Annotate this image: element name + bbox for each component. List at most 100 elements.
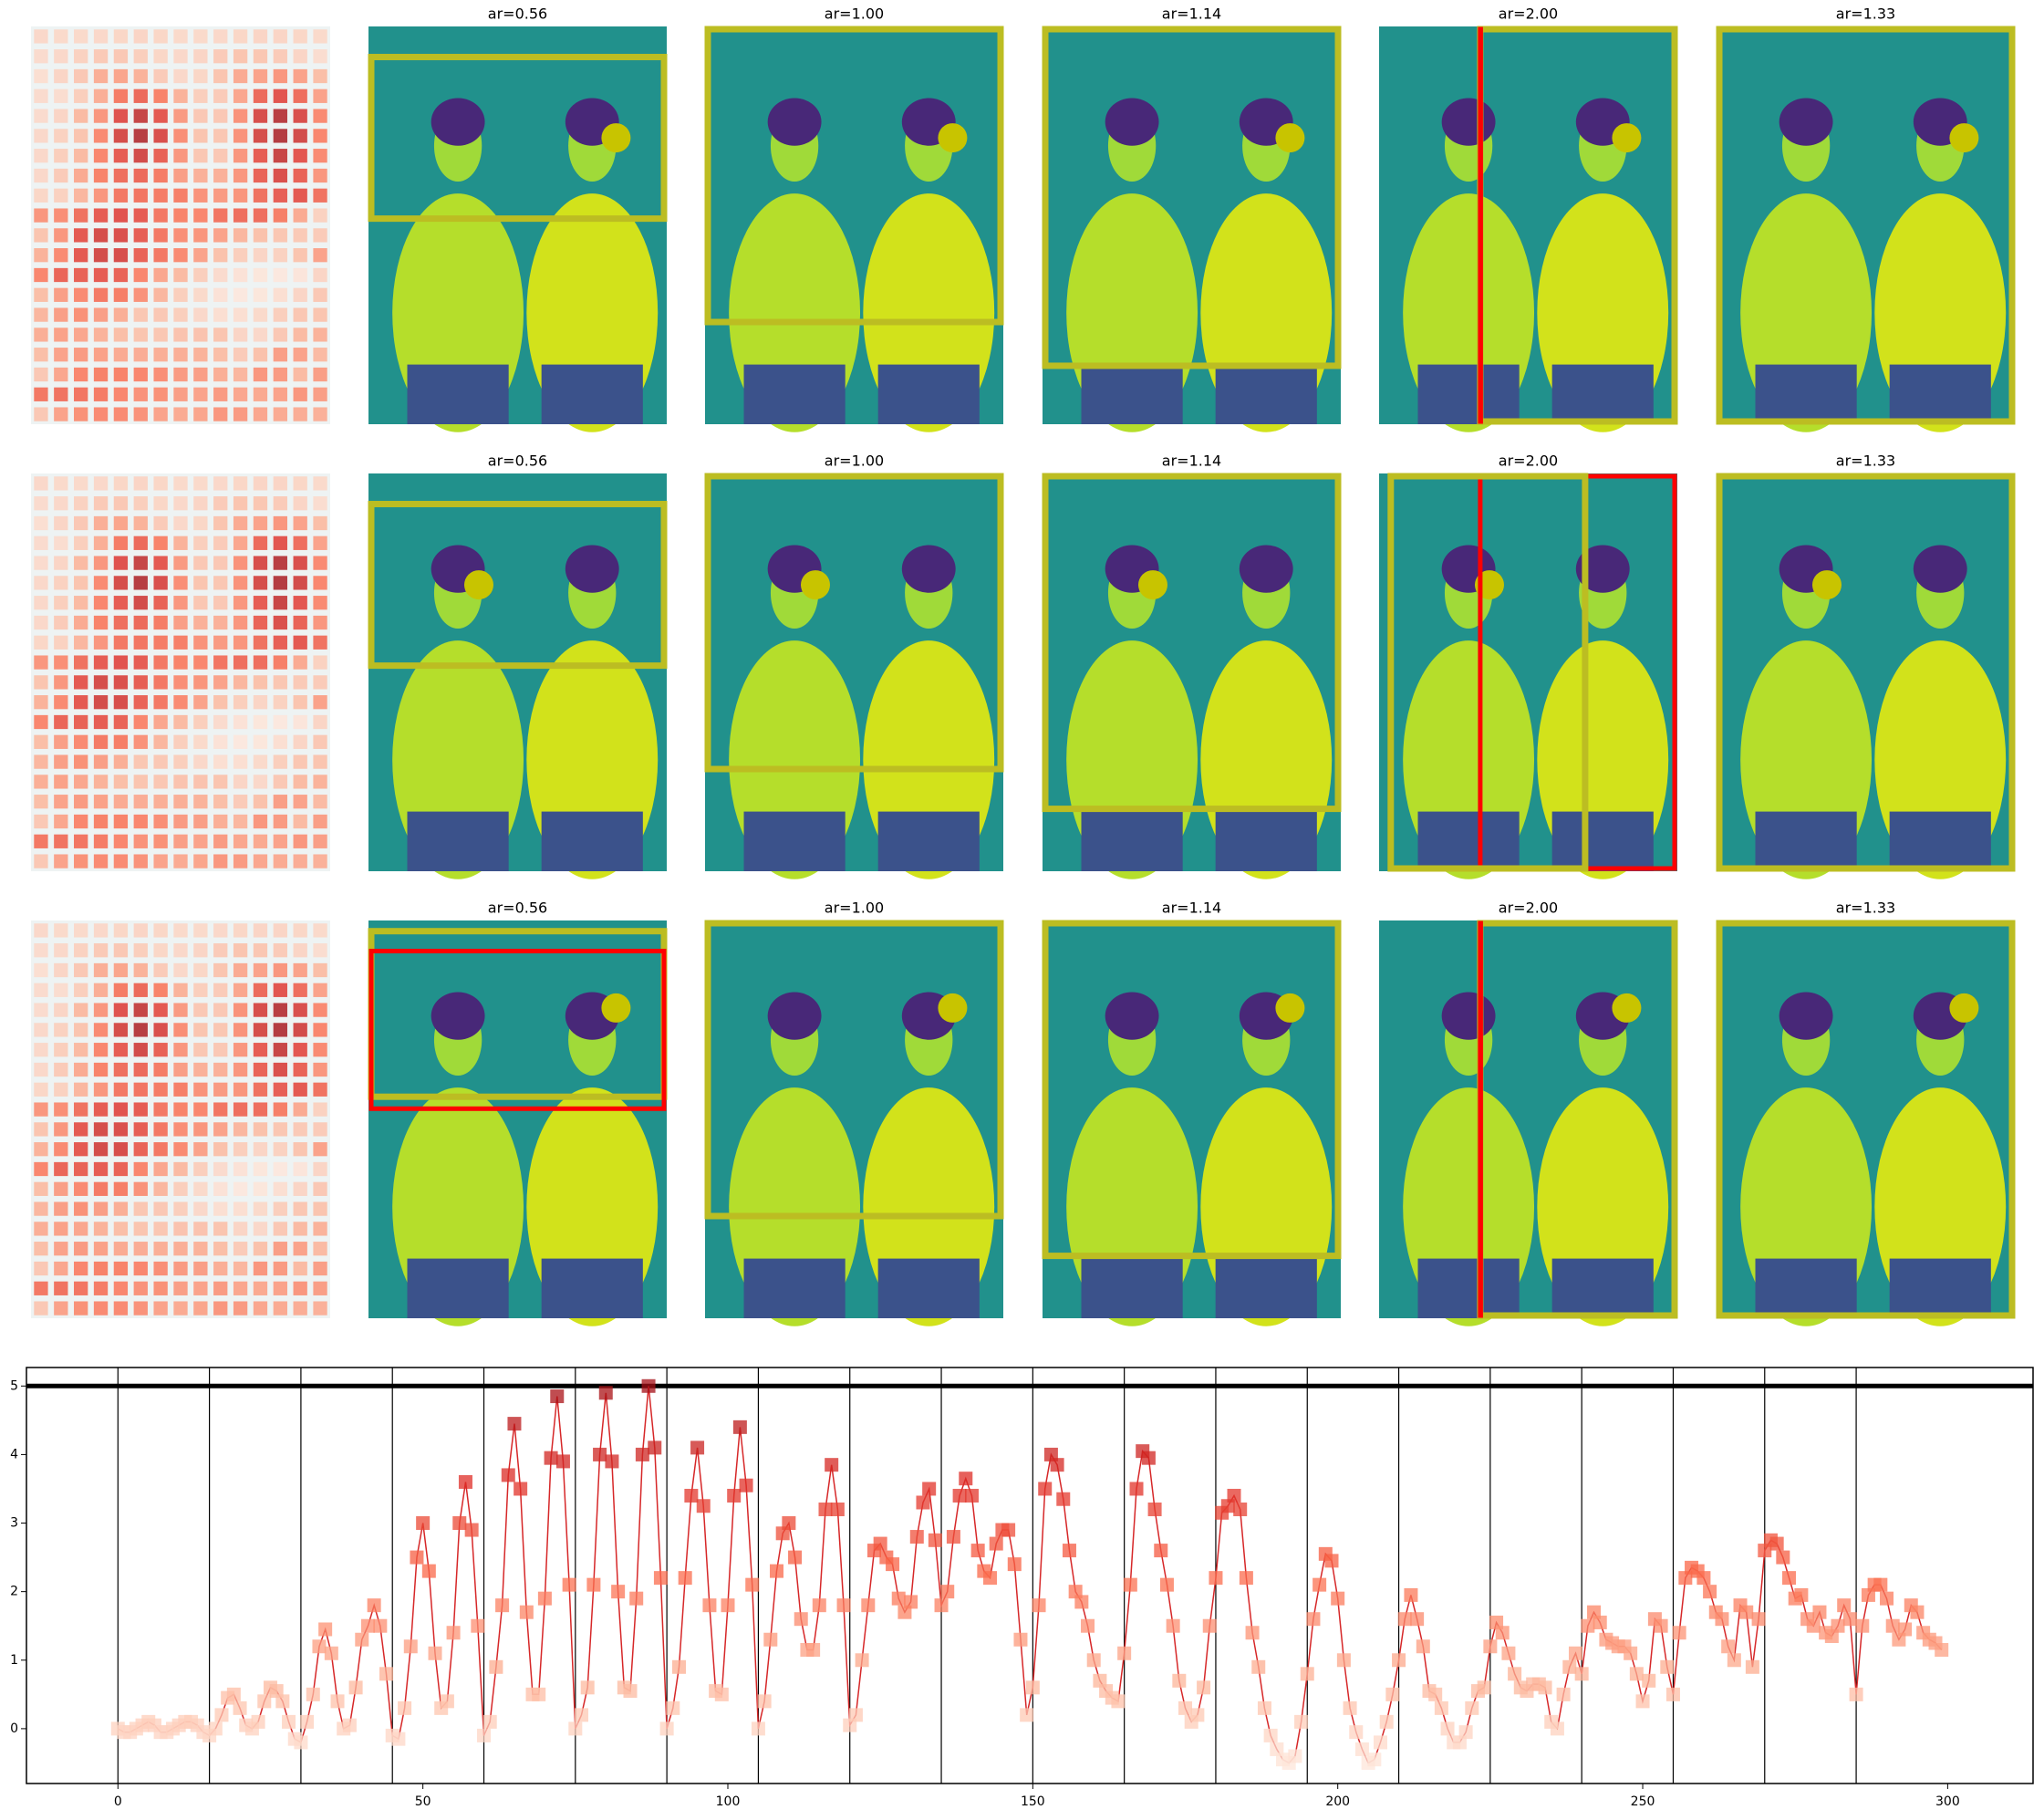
heatmap-cell xyxy=(54,1281,68,1295)
heatmap-cell xyxy=(54,775,68,789)
heatmap-cell xyxy=(74,536,88,550)
marker xyxy=(1501,1646,1516,1660)
photo-panel xyxy=(1716,473,2016,879)
heatmap-cell xyxy=(213,1122,228,1137)
heatmap-cell xyxy=(233,129,248,143)
heatmap-cell xyxy=(113,795,129,809)
heatmap-cell xyxy=(233,68,248,84)
heatmap-cell xyxy=(273,109,287,123)
person-legs xyxy=(743,364,846,424)
marker xyxy=(983,1571,998,1586)
heatmap-cell xyxy=(293,576,307,590)
marker xyxy=(1880,1591,1894,1606)
heatmap-cell xyxy=(133,1142,148,1157)
heatmap-cell xyxy=(293,387,307,401)
heatmap-cell xyxy=(113,754,129,769)
heatmap-cell xyxy=(74,1062,88,1077)
heatmap-cell xyxy=(93,695,109,710)
heatmap-cell xyxy=(93,536,109,550)
marker xyxy=(1635,1694,1650,1709)
heatmap-cell xyxy=(233,515,248,531)
heatmap-cell xyxy=(173,1242,188,1256)
marker xyxy=(922,1482,937,1496)
heatmap-cell xyxy=(233,576,248,590)
heatmap-cell xyxy=(54,1201,68,1216)
heatmap-cell xyxy=(233,149,248,163)
heatmap-cell xyxy=(54,1161,68,1177)
panel-title: ar=1.14 xyxy=(1162,5,1221,23)
heatmap-cell xyxy=(273,228,287,243)
heatmap-cell xyxy=(273,515,287,531)
heatmap-cell xyxy=(253,367,268,382)
heatmap-cell xyxy=(113,476,129,491)
heatmap-cell xyxy=(313,496,327,511)
heatmap-cell xyxy=(153,714,168,730)
heatmap-cell xyxy=(313,1102,327,1117)
heatmap-cell xyxy=(54,1181,68,1196)
heatmap-cell xyxy=(233,596,248,610)
heatmap-cell xyxy=(193,1281,208,1295)
heatmap-cell xyxy=(173,576,188,590)
heatmap-cell xyxy=(313,88,327,103)
heatmap-cell xyxy=(74,267,88,283)
heatmap-cell xyxy=(153,168,168,183)
heatmap-cell xyxy=(93,29,109,44)
heatmap-cell xyxy=(133,228,148,243)
marker xyxy=(909,1530,924,1544)
heatmap-cell xyxy=(153,1281,168,1295)
heatmap-cell xyxy=(153,1003,168,1017)
heatmap-cell xyxy=(74,248,88,263)
heatmap-cell xyxy=(133,923,148,938)
keypoint xyxy=(938,993,968,1023)
heatmap-cell xyxy=(313,149,327,163)
heatmap-cell xyxy=(153,129,168,143)
heatmap-cell xyxy=(233,1261,248,1276)
heatmap-cell xyxy=(293,515,307,531)
person-legs xyxy=(877,364,980,424)
heatmap-cell xyxy=(133,795,148,809)
heatmap-cell xyxy=(193,1181,208,1196)
person-legs xyxy=(407,811,509,871)
heatmap-cell xyxy=(213,854,228,868)
heatmap-cell xyxy=(153,962,168,978)
heatmap-cell xyxy=(313,1003,327,1017)
person-legs xyxy=(1417,364,1520,424)
heatmap-cell xyxy=(233,1122,248,1137)
heatmap-cell xyxy=(34,1102,48,1117)
heatmap-cell xyxy=(133,49,148,64)
heatmap-cell xyxy=(233,556,248,570)
heatmap-cell xyxy=(213,596,228,610)
heatmap-cell xyxy=(74,834,88,848)
heatmap-cell xyxy=(173,248,188,263)
heatmap-cell xyxy=(193,854,208,868)
heatmap-cell xyxy=(313,962,327,978)
person-hair xyxy=(431,992,485,1040)
heatmap-cell xyxy=(34,367,48,382)
heatmap-cell xyxy=(213,1142,228,1157)
marker xyxy=(1452,1735,1467,1750)
heatmap-cell xyxy=(313,635,327,650)
marker xyxy=(440,1694,454,1709)
panel-title: ar=0.56 xyxy=(488,5,547,23)
heatmap-cell xyxy=(113,1261,129,1276)
heatmap-cell xyxy=(34,814,48,829)
heatmap-cell xyxy=(54,228,68,243)
marker xyxy=(690,1440,705,1455)
heatmap-cell xyxy=(313,68,327,84)
heatmap-cell xyxy=(273,248,287,263)
person-legs xyxy=(877,1258,980,1318)
marker xyxy=(1758,1544,1772,1558)
heatmap-cell xyxy=(74,1082,88,1097)
heatmap-cell xyxy=(153,496,168,511)
heatmap-cell xyxy=(153,576,168,590)
heatmap-cell xyxy=(233,367,248,382)
heatmap-cell xyxy=(273,695,287,710)
heatmap-cell xyxy=(54,1261,68,1276)
heatmap-cell xyxy=(233,307,248,322)
heatmap-cell xyxy=(34,556,48,570)
marker xyxy=(1678,1571,1693,1586)
heatmap-cell xyxy=(34,962,48,978)
marker xyxy=(1873,1577,1888,1592)
heatmap-cell xyxy=(133,775,148,789)
heatmap-cell xyxy=(153,407,168,421)
